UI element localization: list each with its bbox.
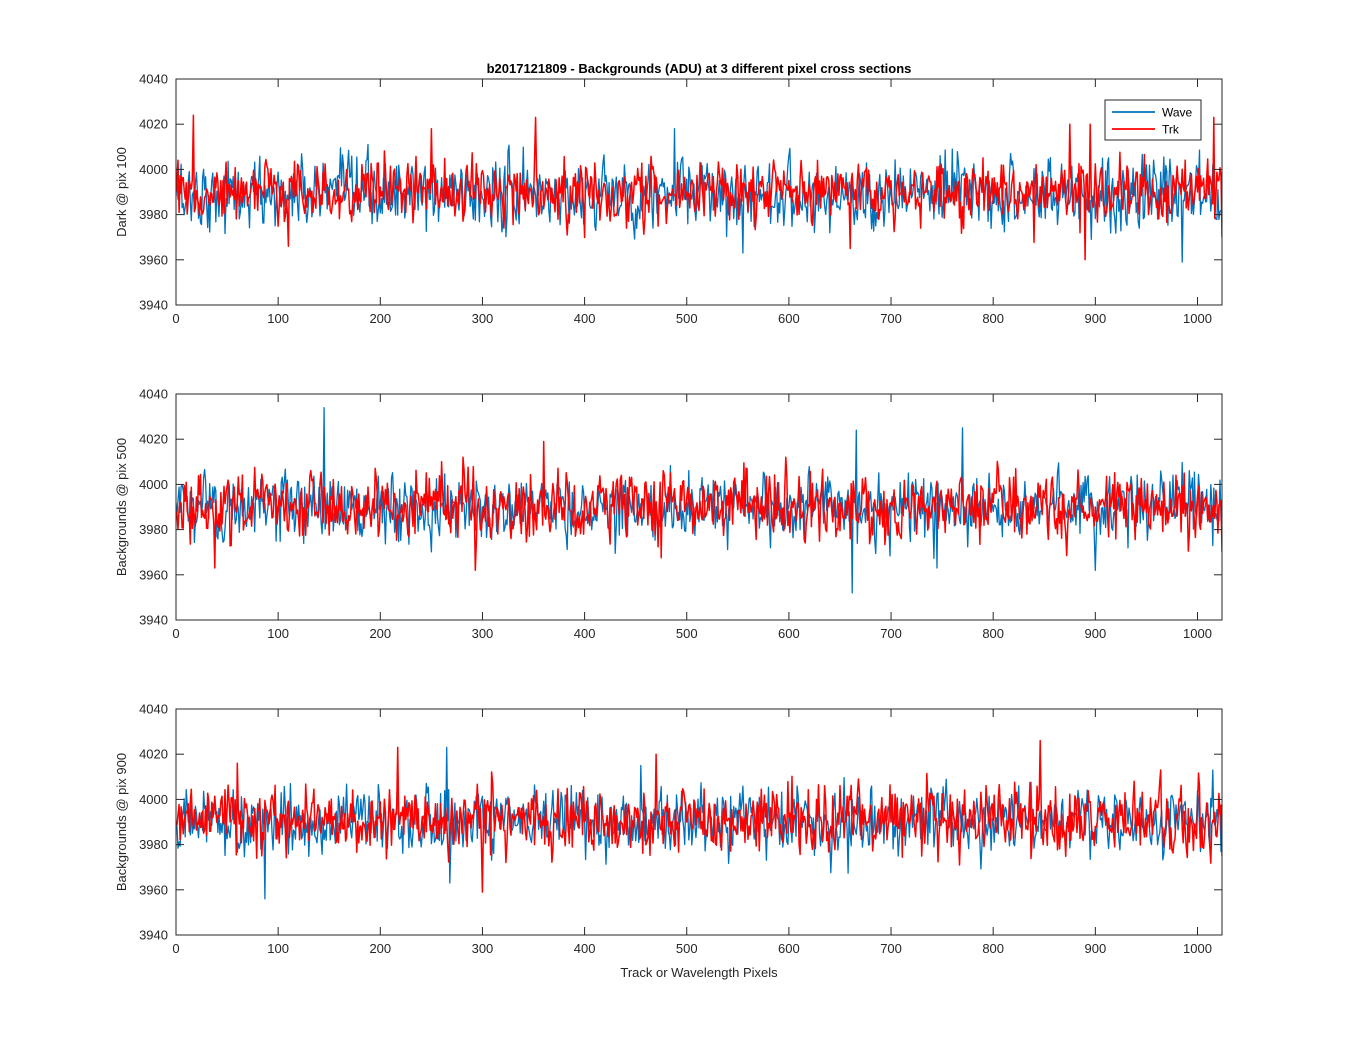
- x-tick-label: 1000: [1183, 626, 1212, 641]
- y-tick-label: 3940: [139, 613, 168, 628]
- x-tick-label: 400: [574, 626, 596, 641]
- x-tick-label: 0: [172, 626, 179, 641]
- legend: Wave Trk: [1104, 99, 1202, 141]
- y-tick-label: 4040: [139, 702, 168, 717]
- x-tick-label: 1000: [1183, 941, 1212, 956]
- figure-title: b2017121809 - Backgrounds (ADU) at 3 dif…: [487, 61, 912, 76]
- x-tick-label: 300: [472, 311, 494, 326]
- x-tick-label: 700: [880, 311, 902, 326]
- y-tick-label: 3940: [139, 928, 168, 943]
- legend-label-wave: Wave: [1162, 106, 1193, 120]
- x-tick-label: 400: [574, 311, 596, 326]
- y-axis-label: Backgrounds @ pix 900: [114, 753, 129, 891]
- y-tick-label: 3940: [139, 298, 168, 313]
- x-tick-label: 900: [1084, 941, 1106, 956]
- y-tick-label: 3960: [139, 567, 168, 582]
- x-tick-label: 100: [267, 311, 289, 326]
- x-tick-label: 600: [778, 311, 800, 326]
- x-tick-label: 900: [1084, 311, 1106, 326]
- y-tick-label: 4000: [139, 477, 168, 492]
- x-tick-label: 400: [574, 941, 596, 956]
- x-tick-label: 1000: [1183, 311, 1212, 326]
- y-tick-label: 3960: [139, 882, 168, 897]
- y-tick-label: 4020: [139, 432, 168, 447]
- x-tick-label: 800: [982, 626, 1004, 641]
- x-tick-label: 200: [369, 311, 391, 326]
- y-tick-label: 4000: [139, 792, 168, 807]
- x-tick-label: 600: [778, 941, 800, 956]
- x-tick-label: 200: [369, 626, 391, 641]
- subplot-2: 0 100 200 300 400 500 600 700 800 900 1000 3940 3960…: [114, 387, 1223, 641]
- x-tick-label: 300: [472, 626, 494, 641]
- y-tick-label: 4040: [139, 387, 168, 402]
- axes-frame: [175, 708, 1223, 936]
- y-tick-label: 3980: [139, 207, 168, 222]
- legend-label-trk: Trk: [1162, 123, 1180, 137]
- series-line-trk: [176, 440, 1222, 572]
- y-tick-label: 4040: [139, 72, 168, 87]
- y-axis-label: Backgrounds @ pix 500: [114, 438, 129, 576]
- x-tick-label: 800: [982, 941, 1004, 956]
- x-tick-label: 900: [1084, 626, 1106, 641]
- legend-box: [1104, 99, 1202, 141]
- series-line-trk: [176, 114, 1222, 261]
- x-tick-label: 0: [172, 941, 179, 956]
- series-line-trk: [176, 739, 1222, 893]
- y-tick-label: 3960: [139, 252, 168, 267]
- y-axis-label: Dark @ pix 100: [114, 147, 129, 237]
- subplot-1: 0 100 200 300 400 500 600 700 800 900 1000 3940 3960…: [114, 72, 1223, 326]
- x-tick-label: 800: [982, 311, 1004, 326]
- x-tick-label: 100: [267, 941, 289, 956]
- y-tick-label: 4000: [139, 162, 168, 177]
- x-tick-label: 100: [267, 626, 289, 641]
- axes-frame: [175, 78, 1223, 306]
- axes-frame: [175, 393, 1223, 621]
- subplot-3: 0 100 200 300 400 500 600 700 800 900 1000 3940 3960…: [114, 702, 1223, 956]
- x-tick-label: 500: [676, 941, 698, 956]
- x-tick-label: 300: [472, 941, 494, 956]
- x-tick-label: 500: [676, 626, 698, 641]
- x-tick-label: 200: [369, 941, 391, 956]
- x-tick-label: 500: [676, 311, 698, 326]
- y-tick-label: 3980: [139, 522, 168, 537]
- x-tick-label: 700: [880, 626, 902, 641]
- x-tick-label: 0: [172, 311, 179, 326]
- x-tick-label: 700: [880, 941, 902, 956]
- series-line-wave: [176, 128, 1222, 263]
- y-tick-label: 3980: [139, 837, 168, 852]
- y-tick-label: 4020: [139, 117, 168, 132]
- x-tick-label: 600: [778, 626, 800, 641]
- subplots: 0 100 200 300 400 500 600 700 800 900 100039403960…: [114, 72, 1223, 956]
- y-tick-label: 4020: [139, 747, 168, 762]
- x-axis-label: Track or Wavelength Pixels: [620, 965, 778, 980]
